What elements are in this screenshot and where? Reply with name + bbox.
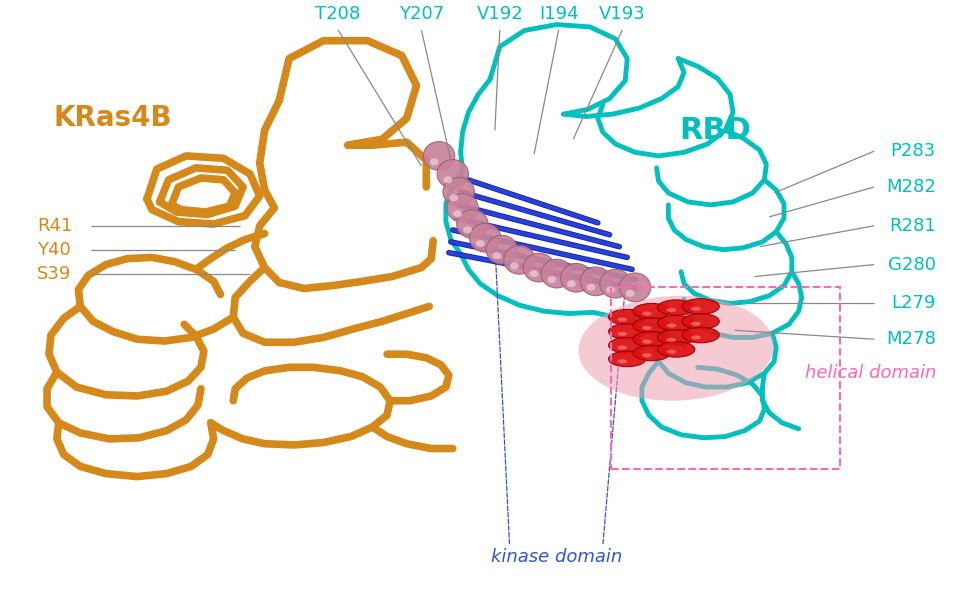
Text: Y40: Y40 (37, 241, 71, 259)
Ellipse shape (633, 345, 670, 361)
Ellipse shape (457, 210, 488, 238)
Ellipse shape (617, 359, 627, 364)
Text: V192: V192 (476, 5, 523, 23)
Ellipse shape (617, 332, 627, 336)
Ellipse shape (658, 315, 695, 331)
Ellipse shape (547, 276, 556, 283)
Ellipse shape (423, 141, 455, 170)
Ellipse shape (642, 340, 652, 344)
Ellipse shape (437, 159, 468, 188)
Ellipse shape (633, 304, 670, 319)
Ellipse shape (633, 317, 670, 333)
Ellipse shape (600, 270, 631, 298)
Ellipse shape (541, 259, 572, 288)
Ellipse shape (642, 326, 652, 330)
Text: R281: R281 (889, 217, 936, 235)
Ellipse shape (443, 176, 453, 183)
Text: V193: V193 (599, 5, 646, 23)
Ellipse shape (492, 252, 502, 259)
Ellipse shape (609, 323, 646, 339)
Ellipse shape (682, 299, 719, 314)
Ellipse shape (633, 331, 670, 347)
Ellipse shape (511, 262, 519, 270)
Text: S39: S39 (37, 265, 72, 283)
Ellipse shape (475, 240, 484, 247)
Ellipse shape (691, 307, 701, 311)
Ellipse shape (619, 273, 651, 302)
Ellipse shape (606, 286, 615, 294)
Ellipse shape (566, 280, 575, 288)
Ellipse shape (642, 353, 652, 358)
Ellipse shape (586, 284, 595, 291)
Ellipse shape (666, 308, 676, 312)
Ellipse shape (666, 323, 676, 328)
Ellipse shape (429, 158, 439, 165)
Text: M282: M282 (886, 178, 936, 196)
Ellipse shape (580, 267, 612, 296)
Ellipse shape (609, 337, 646, 353)
Ellipse shape (666, 338, 676, 342)
Ellipse shape (449, 194, 459, 201)
Ellipse shape (561, 264, 592, 292)
Ellipse shape (463, 226, 472, 234)
Text: T208: T208 (316, 5, 361, 23)
Text: RBD: RBD (679, 116, 752, 145)
Ellipse shape (443, 177, 474, 206)
Ellipse shape (447, 193, 478, 222)
Text: Y207: Y207 (399, 5, 444, 23)
Ellipse shape (486, 235, 517, 264)
Ellipse shape (642, 311, 652, 316)
Text: L279: L279 (892, 295, 936, 313)
Ellipse shape (523, 253, 555, 282)
Ellipse shape (658, 341, 695, 357)
Text: kinase domain: kinase domain (491, 548, 622, 566)
Ellipse shape (453, 210, 463, 217)
Ellipse shape (469, 223, 501, 252)
Ellipse shape (504, 246, 535, 274)
Ellipse shape (691, 322, 701, 326)
Ellipse shape (609, 310, 646, 325)
Ellipse shape (617, 317, 627, 322)
Ellipse shape (682, 313, 719, 329)
Ellipse shape (626, 290, 635, 297)
Ellipse shape (658, 300, 695, 315)
Ellipse shape (691, 335, 701, 340)
Ellipse shape (609, 351, 646, 367)
Text: I194: I194 (539, 5, 578, 23)
Ellipse shape (682, 327, 719, 343)
Text: KRas4B: KRas4B (53, 104, 172, 132)
Ellipse shape (530, 270, 539, 277)
Ellipse shape (578, 296, 774, 401)
Text: R41: R41 (37, 217, 73, 235)
Text: G280: G280 (888, 256, 936, 274)
Ellipse shape (617, 346, 627, 350)
Ellipse shape (658, 329, 695, 345)
Text: M278: M278 (886, 330, 936, 348)
Text: helical domain: helical domain (805, 364, 936, 382)
Text: P283: P283 (891, 142, 936, 160)
Ellipse shape (666, 350, 676, 354)
